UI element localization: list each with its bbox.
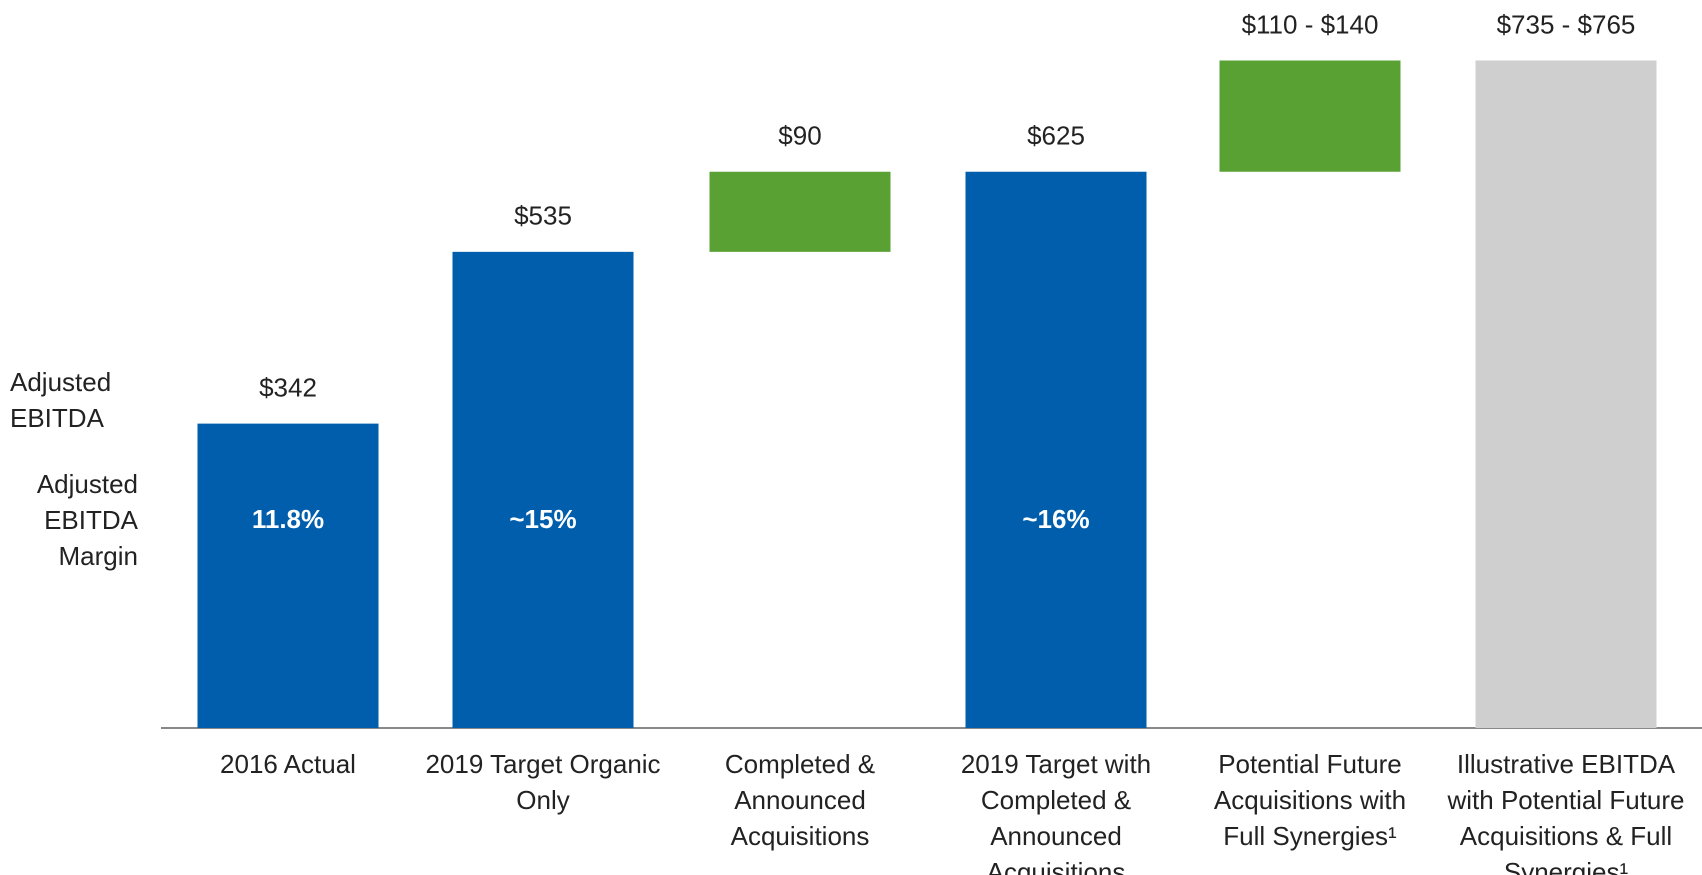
margin-label: ~15% — [509, 504, 576, 534]
y-label: Adjusted EBITDA — [10, 367, 112, 433]
bar — [709, 171, 891, 252]
bar — [1475, 60, 1657, 728]
value-label: $110 - $140 — [1242, 9, 1379, 39]
margin-label: ~16% — [1022, 504, 1089, 534]
value-label: $342 — [259, 372, 317, 402]
value-label: $90 — [778, 121, 821, 151]
x-tick-label: Illustrative EBITDA with Potential Futur… — [1447, 749, 1685, 875]
bar — [197, 423, 379, 728]
bar — [1219, 60, 1401, 172]
bar — [452, 251, 634, 728]
value-label: $735 - $765 — [1497, 9, 1636, 39]
x-tick-label: 2019 Target with Completed & Announced A… — [960, 749, 1152, 875]
x-tick-label: Potential Future Acquisitions with Full … — [1213, 749, 1407, 851]
bar — [965, 171, 1147, 728]
margin-label: 11.8% — [252, 504, 324, 534]
x-tick-label: 2016 Actual — [220, 749, 356, 779]
value-label: $625 — [1027, 121, 1085, 151]
value-label: $535 — [514, 201, 572, 231]
x-tick-label: 2019 Target Organic Only — [425, 749, 661, 815]
y-label: Adjusted EBITDA Margin — [36, 469, 138, 571]
x-tick-label: Completed & Announced Acquisitions — [724, 749, 876, 851]
